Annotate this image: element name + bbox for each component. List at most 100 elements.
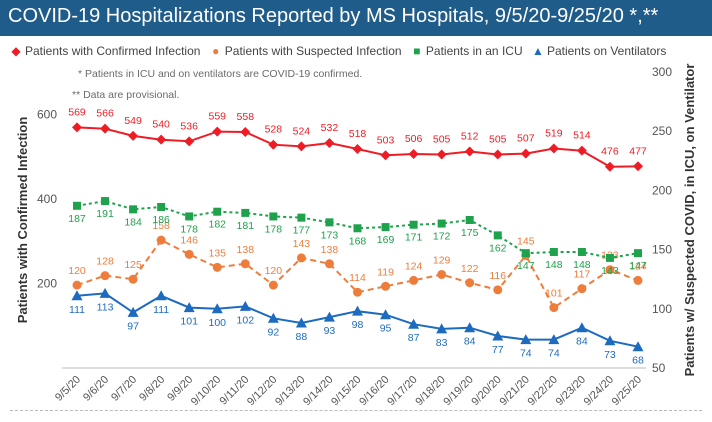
data-point-circle <box>577 284 587 294</box>
data-label: 113 <box>97 301 114 313</box>
data-label: 512 <box>461 130 479 142</box>
data-point-circle <box>296 253 306 263</box>
data-label: 125 <box>124 259 142 271</box>
y-left-axis-label: Patients with Confirmed Infection <box>15 117 30 324</box>
data-label: 181 <box>237 220 255 232</box>
data-point-diamond <box>380 150 391 161</box>
x-tick-label: 9/10/20 <box>189 374 223 408</box>
data-label: 518 <box>349 128 367 140</box>
data-label: 84 <box>576 336 588 348</box>
data-point-diamond <box>408 149 419 160</box>
data-point-triangle <box>71 290 83 301</box>
data-label: 146 <box>180 234 198 246</box>
data-point-diamond <box>464 146 475 157</box>
data-label: 143 <box>601 265 619 277</box>
data-point-triangle <box>155 290 167 301</box>
data-point-circle <box>493 285 503 295</box>
data-label: 93 <box>324 325 336 337</box>
data-label: 505 <box>489 133 507 145</box>
data-point-diamond <box>296 141 307 152</box>
data-label: 116 <box>489 270 506 282</box>
data-point-circle <box>409 275 419 285</box>
data-point-circle <box>212 262 222 272</box>
legend-label-icu: Patients in an ICU <box>425 44 523 58</box>
data-point-triangle <box>380 309 392 320</box>
data-label: 102 <box>237 314 255 326</box>
data-label: 101 <box>180 316 198 328</box>
x-tick-label: 9/15/20 <box>329 374 363 408</box>
note-provisional: ** Data are provisional. <box>72 89 180 101</box>
x-tick-label: 9/24/20 <box>582 374 616 408</box>
x-tick-label: 9/7/20 <box>109 374 139 404</box>
data-label: 145 <box>517 236 535 248</box>
data-label: 87 <box>408 332 420 344</box>
data-point-square <box>577 247 586 256</box>
data-label: 177 <box>293 225 311 237</box>
legend: ◆ Patients with Confirmed Infection ● Pati… <box>10 44 672 58</box>
data-label: 173 <box>321 229 339 241</box>
data-point-square <box>521 249 530 258</box>
data-label: 158 <box>152 220 170 232</box>
data-label: 129 <box>433 254 451 266</box>
data-point-square <box>213 207 222 216</box>
data-label: 114 <box>349 272 366 284</box>
data-point-diamond <box>128 130 139 141</box>
title-bar: COVID-19 Hospitalizations Reported by MS… <box>0 0 712 36</box>
data-label: 95 <box>380 323 392 335</box>
x-tick-label: 9/21/20 <box>497 374 531 408</box>
data-label: 88 <box>296 331 308 343</box>
x-tick-label: 9/14/20 <box>301 374 335 408</box>
data-point-square <box>101 197 110 206</box>
data-label: 135 <box>208 247 226 259</box>
data-point-square <box>297 213 306 222</box>
y-right-axis-label: Patients w/ Suspected COVID, in ICU, on … <box>682 64 697 377</box>
data-label: 172 <box>433 231 451 243</box>
data-point-triangle <box>239 300 251 311</box>
y-left-tick-label: 400 <box>37 192 57 206</box>
divider <box>10 410 702 411</box>
note-icu-vent: * Patients in ICU and on ventilators are… <box>78 68 363 80</box>
data-label: 528 <box>265 124 283 136</box>
data-label: 117 <box>574 269 591 281</box>
y-right-tick-label: 250 <box>652 124 672 138</box>
data-point-diamond <box>520 148 531 159</box>
data-label: 84 <box>464 336 476 348</box>
data-label: 477 <box>629 145 647 157</box>
data-label: 147 <box>629 260 647 272</box>
triangle-icon: ▲ <box>532 44 544 58</box>
x-tick-label: 9/8/20 <box>137 374 167 404</box>
data-point-diamond <box>576 145 587 156</box>
data-point-circle <box>437 269 447 279</box>
y-left-tick-label: 200 <box>37 276 57 290</box>
data-point-circle <box>268 280 278 290</box>
data-label: 168 <box>349 235 367 247</box>
x-tick-label: 9/17/20 <box>385 374 419 408</box>
data-label: 138 <box>237 244 255 256</box>
data-point-square <box>129 205 138 214</box>
data-point-triangle <box>408 318 420 329</box>
data-label: 558 <box>237 111 255 123</box>
data-label: 100 <box>208 317 226 329</box>
x-tick-label: 9/18/20 <box>413 374 447 408</box>
data-point-circle <box>128 274 138 284</box>
x-tick-label: 9/20/20 <box>469 374 503 408</box>
data-label: 532 <box>321 122 339 134</box>
data-label: 162 <box>489 242 507 254</box>
data-point-triangle <box>548 334 560 345</box>
data-point-triangle <box>183 302 195 313</box>
data-label: 506 <box>405 133 423 145</box>
legend-label-suspected: Patients with Suspected Infection <box>224 44 402 58</box>
data-point-square <box>157 202 166 211</box>
data-label: 68 <box>632 355 644 367</box>
data-label: 175 <box>461 227 479 239</box>
data-point-circle <box>353 287 362 297</box>
data-label: 83 <box>436 337 448 349</box>
data-point-diamond <box>100 123 111 134</box>
data-label: 97 <box>127 320 139 332</box>
legend-item-suspected: ● Patients with Suspected Infection <box>210 44 402 58</box>
data-point-square <box>409 220 418 229</box>
data-point-diamond <box>436 149 447 160</box>
data-label: 74 <box>548 348 560 360</box>
data-point-square <box>381 223 390 232</box>
data-label: 111 <box>69 304 85 316</box>
